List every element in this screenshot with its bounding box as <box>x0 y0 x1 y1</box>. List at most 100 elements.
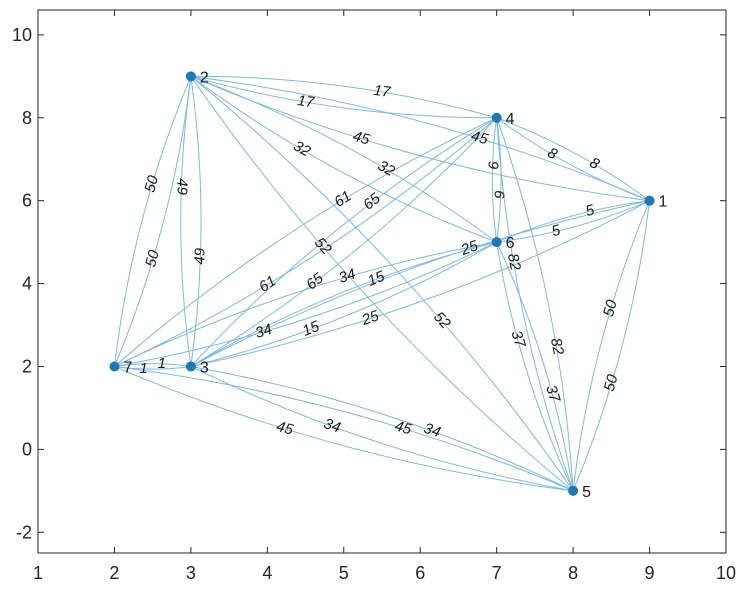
edge-weight-label: 45 <box>469 127 490 148</box>
edge-weight-label: 32 <box>290 137 313 160</box>
edge-weight-label: 45 <box>351 128 372 149</box>
node-label: 5 <box>582 484 591 501</box>
x-tick-label: 1 <box>33 563 43 583</box>
graph-edge <box>190 75 497 119</box>
graph-node <box>109 361 120 372</box>
graph-edge <box>190 241 497 367</box>
edge-weight-label: 37 <box>542 383 563 405</box>
graph-edge <box>572 200 651 492</box>
node-label: 2 <box>200 69 209 86</box>
y-tick-label: 2 <box>22 356 32 376</box>
edge-weight-label: 17 <box>372 82 391 101</box>
graph-edge <box>190 75 497 243</box>
graph-edge <box>180 76 192 367</box>
plot-area <box>38 10 726 553</box>
graph-edge <box>190 76 574 492</box>
x-tick-label: 4 <box>262 563 272 583</box>
graph-edge <box>190 241 497 367</box>
graph-edge <box>190 200 650 367</box>
edge-weight-label: 37 <box>507 329 528 351</box>
y-tick-label: 0 <box>22 439 32 459</box>
edge-weight-label: 82 <box>504 252 524 272</box>
graph-edge <box>190 117 498 367</box>
graph-node <box>491 237 502 248</box>
graph-edge <box>496 117 574 491</box>
graph-edge <box>190 75 650 202</box>
x-tick-label: 9 <box>645 563 655 583</box>
edge-weight-label: 1 <box>158 355 166 372</box>
graph-edge <box>190 76 202 367</box>
y-tick-label: 10 <box>12 25 32 45</box>
graph-edge <box>572 200 651 491</box>
edge-weight-label: 17 <box>296 92 315 111</box>
graph-edge <box>190 75 574 492</box>
x-tick-label: 8 <box>568 563 578 583</box>
node-label: 7 <box>123 359 132 376</box>
edge-weight-label: 50 <box>141 173 162 194</box>
y-tick-label: 6 <box>22 191 32 211</box>
graph-edge <box>114 241 497 367</box>
graph-edge <box>496 242 574 492</box>
x-tick-label: 3 <box>186 563 196 583</box>
axes-box <box>37 9 727 554</box>
edge-weight-label: 34 <box>337 266 358 287</box>
node-label: 3 <box>200 359 209 376</box>
edge-weight-label: 34 <box>422 420 443 441</box>
graph-edge <box>496 117 502 243</box>
graph-edge <box>114 241 497 367</box>
graph-edge <box>496 117 650 202</box>
graph-edge <box>113 76 192 367</box>
edge-weight-label: 32 <box>375 157 398 180</box>
graph-node <box>644 195 655 206</box>
graph-edge <box>491 117 498 243</box>
edge-weight-label: 25 <box>458 237 481 259</box>
node-label: 6 <box>506 235 515 252</box>
graph-edge <box>496 200 650 243</box>
edge-weight-label: 34 <box>322 415 343 436</box>
nodes-layer <box>109 71 655 496</box>
edge-weight-label: 9 <box>485 161 502 170</box>
edge-weight-label: 50 <box>600 297 621 318</box>
node-label: 1 <box>659 194 668 211</box>
edge-weight-label: 45 <box>274 418 295 439</box>
y-tick-label: 4 <box>22 274 32 294</box>
graph-edge <box>113 76 192 367</box>
graph-edge <box>190 117 497 367</box>
graph-edge <box>114 366 574 492</box>
graph-edge <box>190 365 574 492</box>
graph-edge <box>496 117 650 202</box>
x-tick-label: 6 <box>415 563 425 583</box>
graph-edge <box>190 75 497 243</box>
graph-node <box>185 361 196 372</box>
edge-weight-label: 25 <box>359 307 382 329</box>
y-tick-label: 8 <box>22 108 32 128</box>
edge-weight-label: 49 <box>191 247 208 264</box>
edge-weight-label: 50 <box>601 372 622 393</box>
y-tick-label: -2 <box>16 522 32 542</box>
edge-weight-label: 1 <box>139 360 147 377</box>
graph-edge <box>496 241 574 491</box>
x-tick-label: 7 <box>492 563 502 583</box>
graph-node <box>568 485 579 496</box>
graph-edge <box>496 117 574 491</box>
graph-edge <box>114 365 574 492</box>
graph-edge <box>190 366 574 492</box>
x-tick-label: 10 <box>716 563 736 583</box>
graph-edge <box>190 200 650 367</box>
x-tick-label: 2 <box>109 563 119 583</box>
graph-edge <box>114 117 497 367</box>
edge-weight-label: 15 <box>300 318 322 340</box>
edge-weight-label: 61 <box>331 188 354 211</box>
edge-weight-label: 45 <box>393 418 414 439</box>
edge-weight-label: 15 <box>365 268 387 290</box>
x-tick-label: 5 <box>339 563 349 583</box>
node-label: 4 <box>506 111 515 128</box>
graph-edge <box>114 117 497 367</box>
edge-weight-label: 49 <box>173 178 190 195</box>
graph-edge <box>114 363 191 367</box>
edges-layer <box>113 75 651 492</box>
